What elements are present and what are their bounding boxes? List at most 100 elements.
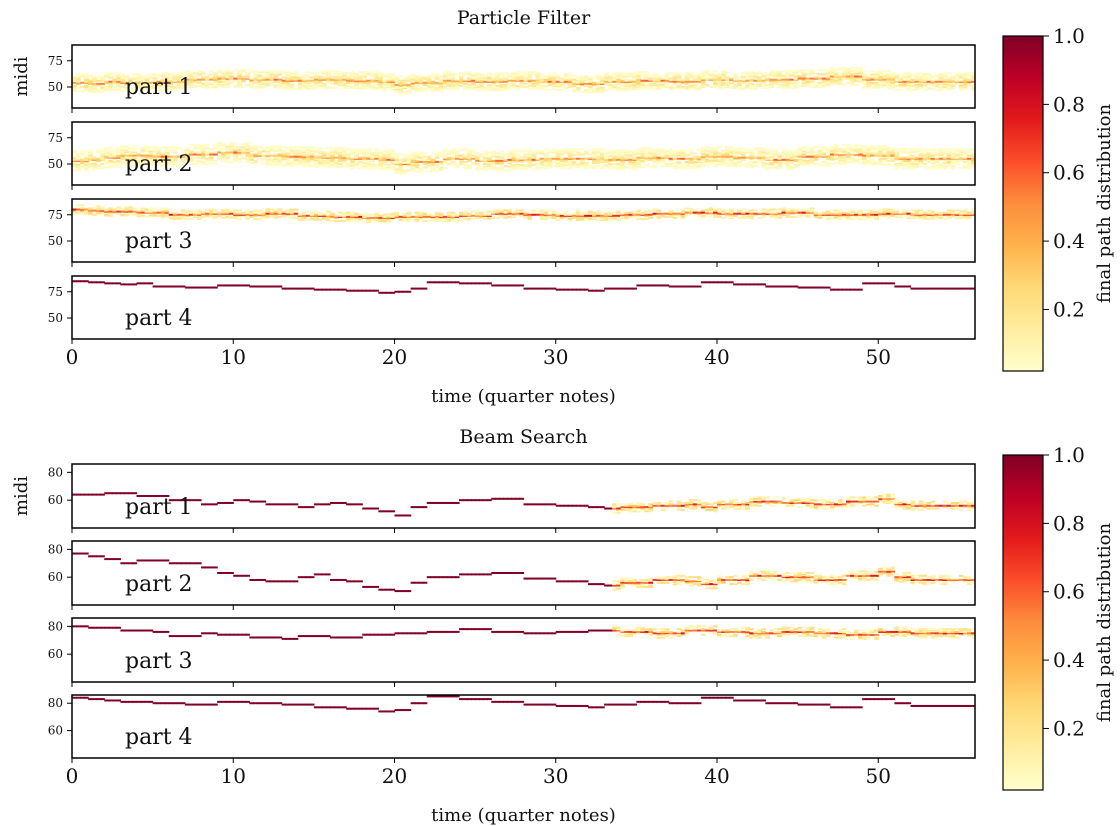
dist-cell (503, 75, 508, 78)
dist-cell (483, 76, 488, 79)
dist-cell (221, 151, 226, 154)
dist-cell (446, 84, 452, 87)
dist-cell (221, 211, 226, 214)
dist-cell (745, 79, 750, 82)
dist-cell (608, 159, 613, 162)
dist-cell (854, 145, 859, 148)
dist-cell (321, 86, 327, 88)
dist-cell (76, 78, 81, 81)
dist-cell (825, 165, 831, 168)
dist-cell (801, 82, 807, 85)
dist-cell (321, 159, 327, 162)
dist-cell (475, 155, 480, 158)
dist-cell (160, 163, 166, 165)
dist-cell (112, 88, 117, 91)
dist-cell (221, 210, 226, 213)
dist-cell (418, 158, 424, 161)
dist-cell (563, 78, 569, 81)
dist-cell (196, 209, 202, 212)
dist-cell (515, 72, 521, 75)
dist-cell (201, 75, 206, 78)
dist-cell (124, 145, 130, 148)
dist-cell (902, 149, 908, 152)
dist-cell (858, 157, 863, 160)
dist-cell (761, 80, 766, 83)
dist-cell (152, 163, 158, 165)
dist-cell (523, 168, 529, 171)
dist-cell (579, 81, 585, 84)
dist-cell (164, 146, 170, 149)
dist-cell (426, 161, 432, 164)
dist-cell (813, 163, 819, 165)
dist-cell (733, 84, 738, 87)
dist-cell (180, 88, 186, 91)
dist-cell (116, 159, 121, 162)
dist-cell (801, 150, 807, 153)
dist-cell (176, 155, 182, 158)
dist-cell (265, 74, 271, 77)
dist-cell (652, 83, 658, 86)
dist-cell (410, 82, 416, 85)
dist-cell (164, 159, 170, 162)
dist-cell (733, 153, 738, 156)
dist-cell (833, 155, 839, 158)
dist-cell (817, 77, 823, 80)
dist-cell (273, 73, 279, 76)
dist-cell (229, 212, 234, 215)
dist-cell (309, 88, 315, 91)
dist-cell (418, 87, 424, 90)
dist-cell (386, 168, 392, 171)
dist-cell (374, 88, 379, 91)
dist-cell (829, 163, 835, 165)
dist-cell (729, 150, 734, 153)
dist-cell (305, 153, 311, 156)
dist-cell (910, 84, 916, 87)
dist-cell (733, 76, 738, 79)
dist-cell (829, 75, 835, 78)
dist-cell (450, 151, 456, 154)
dist-cell (354, 153, 359, 156)
dist-cell (269, 158, 275, 161)
dist-cell (825, 78, 831, 81)
dist-cell (245, 72, 250, 75)
dist-cell (467, 167, 472, 170)
dist-cell (366, 83, 371, 86)
dist-cell (712, 78, 718, 81)
dist-cell (721, 149, 726, 152)
dist-cell (632, 152, 637, 155)
dist-cell (970, 148, 975, 151)
dist-cell (394, 164, 400, 167)
dist-cell (325, 159, 331, 162)
dist-cell (152, 149, 158, 152)
dist-cell (757, 147, 762, 150)
dist-cell (410, 159, 416, 162)
dist-cell (172, 217, 178, 220)
dist-cell (245, 73, 250, 76)
dist-cell (785, 165, 791, 168)
dist-cell (273, 213, 279, 216)
dist-cell (692, 161, 698, 164)
dist-cell (350, 75, 355, 78)
dist-cell (757, 153, 762, 156)
dist-cell (624, 82, 629, 85)
dist-cell (902, 74, 908, 77)
dist-cell (152, 147, 158, 150)
dist-cell (789, 156, 795, 159)
dist-cell (499, 163, 504, 165)
dist-cell (644, 76, 650, 79)
dist-cell (600, 167, 605, 170)
dist-cell (789, 71, 795, 74)
dist-cell (120, 90, 126, 93)
dist-cell (237, 73, 242, 76)
dist-cell (547, 74, 553, 77)
dist-cell (604, 75, 609, 78)
dist-cell (825, 84, 831, 87)
dist-cell (483, 163, 488, 165)
dist-cell (459, 77, 464, 80)
dist-cell (313, 78, 319, 81)
dist-cell (914, 163, 920, 165)
dist-cell (515, 155, 521, 158)
dist-cell (72, 156, 77, 159)
dist-cell (479, 155, 484, 158)
